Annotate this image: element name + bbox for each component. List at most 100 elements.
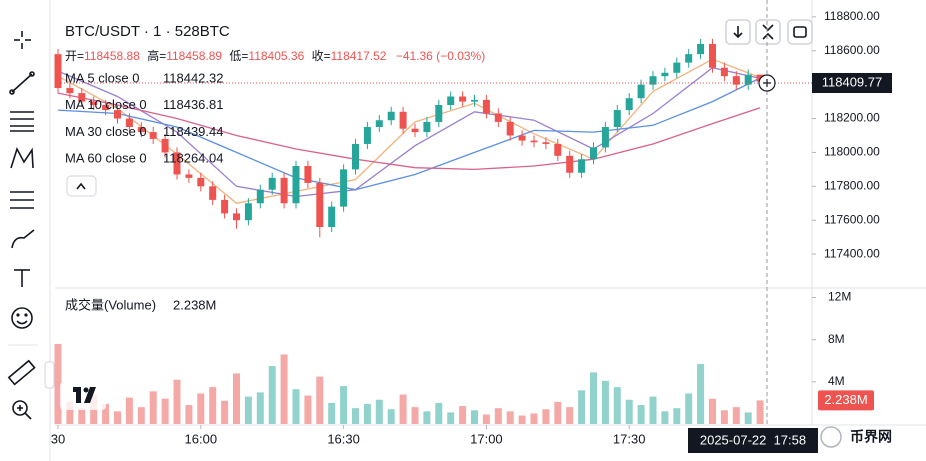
y-tick-label: 117600.00 bbox=[824, 212, 880, 226]
collapse-legend-button[interactable] bbox=[66, 175, 97, 197]
volume-legend-value: 2.238M bbox=[173, 297, 216, 312]
candle-body bbox=[423, 121, 431, 133]
x-tick-label: 17:00 bbox=[470, 431, 503, 446]
ma-legend-value: 118436.81 bbox=[163, 97, 224, 112]
volume-bar bbox=[661, 411, 669, 424]
candle-body bbox=[554, 143, 562, 156]
candle-body bbox=[625, 98, 633, 111]
trend-line-tool[interactable] bbox=[9, 71, 35, 95]
candle-body bbox=[530, 140, 538, 143]
fib-tool[interactable] bbox=[10, 111, 34, 132]
candle-body bbox=[518, 135, 526, 141]
ma-legend: MA 5 close 0 118442.32 MA 10 close 0 118436… bbox=[65, 70, 224, 165]
volume-bar bbox=[78, 408, 86, 424]
forecast-tool[interactable] bbox=[10, 191, 34, 209]
high-value: 118458.89 bbox=[166, 49, 222, 63]
ma-legend-value: 118439.44 bbox=[163, 124, 224, 139]
ohlc-legend: 开=118458.88 高=118458.89 低=118405.36 收=11… bbox=[65, 48, 485, 63]
volume-bar bbox=[697, 363, 705, 424]
tv-logo bbox=[60, 382, 106, 410]
price-tag-label: 118409.77 bbox=[822, 74, 883, 89]
candle-body bbox=[173, 152, 181, 175]
candle-body bbox=[482, 99, 490, 114]
volume-bar bbox=[316, 376, 324, 424]
candle-body bbox=[447, 96, 455, 105]
volume-bar bbox=[114, 411, 121, 424]
candle-body bbox=[673, 62, 681, 73]
volume-bar bbox=[494, 408, 502, 424]
brush-tool[interactable] bbox=[11, 229, 35, 249]
candle-body bbox=[137, 127, 145, 133]
x-tick-label: 16:30 bbox=[327, 431, 360, 446]
candle-body bbox=[78, 93, 86, 102]
text-tool[interactable] bbox=[14, 269, 30, 287]
candle-body bbox=[720, 67, 728, 77]
measure-tool[interactable] bbox=[7, 359, 36, 386]
volume-bar bbox=[375, 399, 383, 424]
y-tick-label: 118600.00 bbox=[824, 43, 880, 57]
candle-body bbox=[363, 127, 371, 144]
candle-body bbox=[375, 120, 383, 128]
high-label: 高= bbox=[147, 48, 166, 63]
candle-body bbox=[685, 54, 693, 63]
header-buttons bbox=[725, 19, 813, 45]
volume-tick-label: 12M bbox=[828, 290, 851, 304]
volume-bar bbox=[447, 412, 455, 424]
candle-body bbox=[411, 128, 419, 133]
candle-body bbox=[316, 182, 324, 227]
volume-bar bbox=[221, 400, 229, 424]
volume-bar bbox=[387, 409, 395, 424]
volume-bar bbox=[363, 403, 371, 424]
volume-bar bbox=[637, 405, 645, 424]
candle-body bbox=[732, 76, 740, 85]
candle-body bbox=[352, 143, 359, 170]
toolbar-toggle[interactable] bbox=[44, 361, 55, 389]
icon-tool[interactable] bbox=[11, 307, 33, 329]
volume-bar bbox=[756, 400, 764, 424]
candle-body bbox=[471, 99, 478, 102]
add-icon bbox=[763, 78, 771, 87]
ma-legend-name: MA 60 close 0 bbox=[65, 151, 147, 166]
open-label: 开= bbox=[65, 49, 84, 63]
fullscreen-button[interactable] bbox=[787, 19, 813, 45]
volume-bar bbox=[673, 408, 681, 424]
candle-body bbox=[459, 96, 467, 102]
volume-bar bbox=[459, 406, 467, 424]
candle-body bbox=[601, 127, 609, 148]
candle-body bbox=[233, 213, 240, 221]
volume-bar bbox=[149, 391, 157, 424]
volume-bar bbox=[233, 373, 240, 424]
close-label: 收= bbox=[312, 49, 331, 63]
y-tick-label: 118000.00 bbox=[824, 145, 880, 159]
volume-bar bbox=[578, 390, 586, 424]
collapse-icon bbox=[76, 182, 86, 190]
volume-tag-label: 2.238M bbox=[824, 392, 867, 407]
candle-body bbox=[590, 147, 597, 160]
pattern-tool[interactable] bbox=[10, 146, 34, 169]
volume-bar bbox=[744, 412, 752, 424]
volume-bar bbox=[423, 411, 431, 424]
volume-bar bbox=[54, 343, 62, 424]
volume-bar bbox=[185, 405, 193, 424]
volume-bar bbox=[542, 409, 550, 424]
volume-tag bbox=[818, 390, 874, 411]
scroll-down-button[interactable] bbox=[725, 19, 751, 45]
volume-bar bbox=[125, 397, 133, 424]
y-tick-label: 117400.00 bbox=[824, 246, 880, 260]
candle-body bbox=[149, 132, 157, 139]
zoom-tool[interactable] bbox=[12, 400, 32, 420]
candle-body bbox=[613, 110, 621, 128]
ma-line bbox=[57, 92, 761, 171]
candle-body bbox=[54, 54, 62, 89]
candle-body bbox=[506, 121, 514, 136]
collapse-button[interactable] bbox=[755, 19, 781, 45]
candle-body bbox=[542, 142, 550, 144]
volume-bar bbox=[268, 366, 276, 424]
candle-body bbox=[185, 174, 193, 178]
watermark: 币界网 bbox=[850, 429, 892, 445]
crosshair-tool[interactable] bbox=[14, 31, 31, 49]
volume-bar bbox=[256, 392, 264, 424]
x-tick-label: 17:30 bbox=[613, 431, 646, 446]
volume-bar bbox=[411, 407, 419, 424]
